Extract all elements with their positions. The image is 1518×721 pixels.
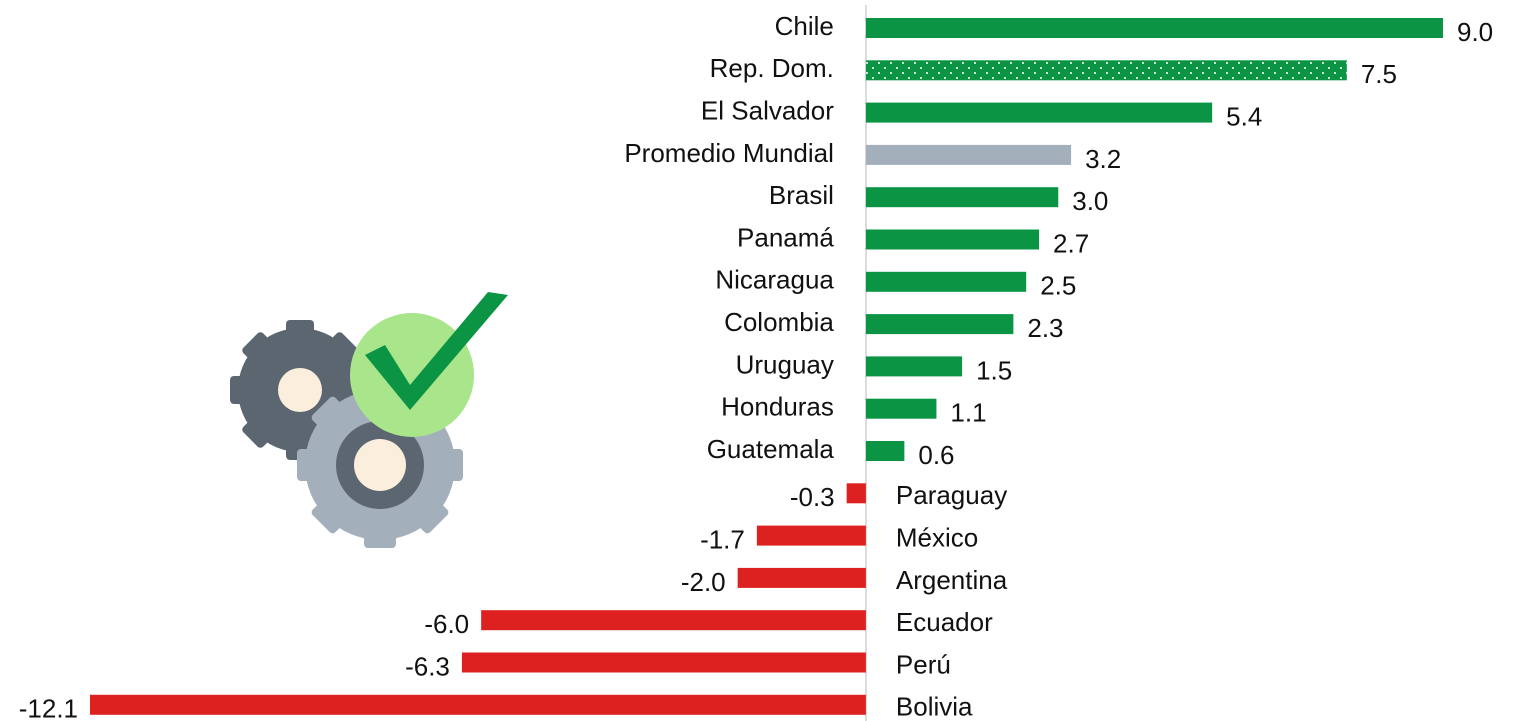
category-label: Paraguay xyxy=(896,480,1007,510)
value-label: 1.5 xyxy=(976,355,1012,385)
category-label: Perú xyxy=(896,649,951,679)
bar xyxy=(866,60,1347,80)
value-label: -12.1 xyxy=(19,694,78,721)
category-label: Brasil xyxy=(769,180,834,210)
category-label: Nicaragua xyxy=(715,265,834,295)
bar xyxy=(866,399,937,419)
category-label: Ecuador xyxy=(896,607,993,637)
category-label: Promedio Mundial xyxy=(624,138,834,168)
value-label: 2.5 xyxy=(1040,271,1076,301)
category-label: Panamá xyxy=(737,222,834,252)
value-label: -0.3 xyxy=(790,482,835,512)
value-label: 5.4 xyxy=(1226,101,1262,131)
bar xyxy=(866,18,1443,38)
bar xyxy=(866,314,1013,334)
category-label: Uruguay xyxy=(736,349,834,379)
value-label: 3.0 xyxy=(1072,186,1108,216)
value-label: -2.0 xyxy=(681,567,726,597)
bar xyxy=(866,441,904,461)
category-label: México xyxy=(896,522,978,552)
value-label: 2.3 xyxy=(1027,313,1063,343)
bar xyxy=(866,187,1058,207)
bar xyxy=(866,230,1039,250)
value-label: 1.1 xyxy=(950,398,986,428)
bar xyxy=(847,483,866,503)
category-label: El Salvador xyxy=(701,95,834,125)
value-label: 0.6 xyxy=(918,440,954,470)
value-label: 2.7 xyxy=(1053,228,1089,258)
gears-icon xyxy=(230,292,508,548)
value-label: 3.2 xyxy=(1085,144,1121,174)
value-label: 7.5 xyxy=(1361,59,1397,89)
bar xyxy=(462,653,866,673)
category-label: Argentina xyxy=(896,565,1008,595)
value-label: -6.0 xyxy=(424,609,469,639)
bar xyxy=(757,526,866,546)
category-label: Rep. Dom. xyxy=(710,53,834,83)
category-label: Honduras xyxy=(721,392,834,422)
category-label: Guatemala xyxy=(707,434,835,464)
bar xyxy=(90,695,866,715)
value-label: -6.3 xyxy=(405,651,450,681)
category-label: Colombia xyxy=(724,307,834,337)
value-label: 9.0 xyxy=(1457,17,1493,47)
value-label: -1.7 xyxy=(700,524,745,554)
bar xyxy=(738,568,866,588)
category-label: Bolivia xyxy=(896,692,973,721)
bar xyxy=(481,610,866,630)
bar xyxy=(866,145,1071,165)
bar xyxy=(866,356,962,376)
category-label: Chile xyxy=(775,11,834,41)
bar xyxy=(866,103,1212,123)
chart: 9.0 Chile 7.5 Rep. Dom. 5.4 El Salvador 3.2 Pro… xyxy=(0,0,1518,721)
bar xyxy=(866,272,1026,292)
